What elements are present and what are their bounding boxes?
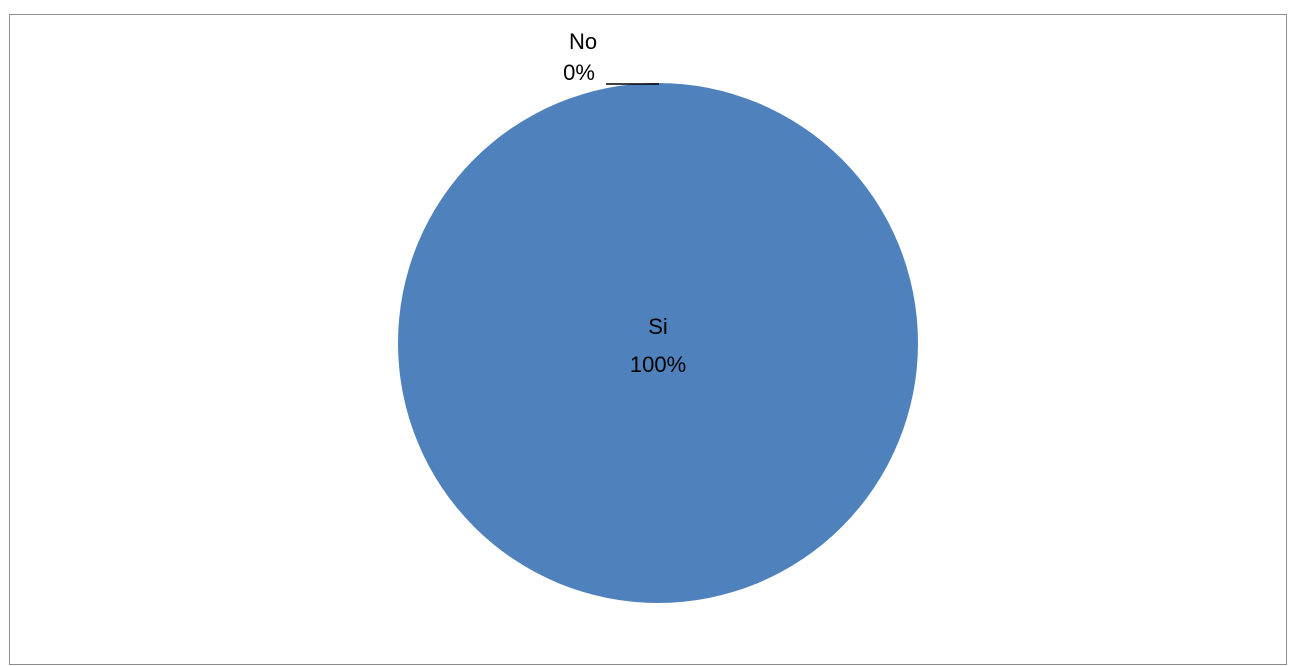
pie-data-labels: No 0% Si 100% bbox=[563, 29, 686, 377]
data-label-si-percent: 100% bbox=[630, 352, 686, 377]
data-label-no-category: No bbox=[569, 29, 597, 54]
data-label-si-category: Si bbox=[648, 314, 668, 339]
data-label-no-percent: 0% bbox=[563, 60, 595, 85]
pie-slice-si bbox=[398, 83, 918, 603]
pie-slices bbox=[398, 83, 918, 603]
